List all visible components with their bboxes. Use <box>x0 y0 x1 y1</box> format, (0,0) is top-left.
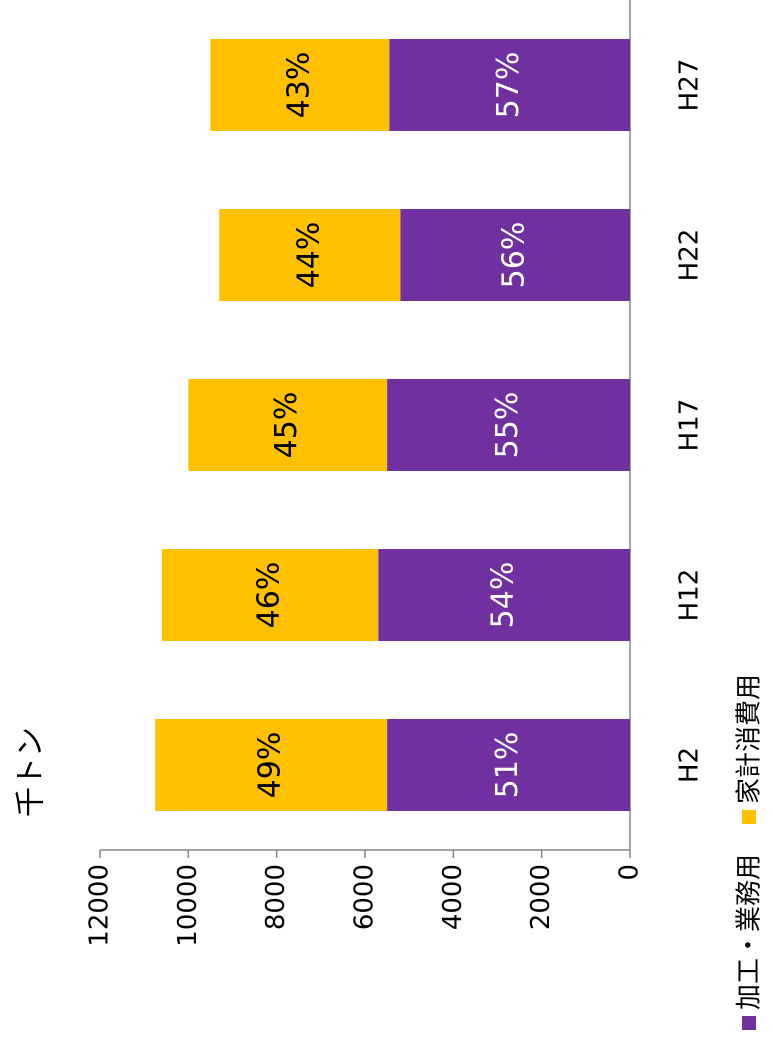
bar-segment <box>400 209 631 301</box>
legend-swatch <box>742 809 756 824</box>
chart-title: 千トン <box>14 727 49 817</box>
bar-segment <box>210 39 390 131</box>
bar-segment <box>387 719 631 811</box>
y-tick-label: 8000 <box>261 864 291 930</box>
x-tick-label: H17 <box>675 399 705 452</box>
bar-segment <box>188 379 388 471</box>
value-label: 55% <box>490 392 525 459</box>
y-tick-label: 4000 <box>438 864 468 930</box>
bar-segment <box>378 549 630 641</box>
x-tick-label: H27 <box>675 59 705 112</box>
y-tick-label: 12000 <box>85 864 115 947</box>
y-tick-label: 2000 <box>526 864 556 930</box>
bar-segment <box>161 549 379 641</box>
y-tick-label: 10000 <box>173 864 203 947</box>
y-tick-label: 6000 <box>350 864 380 930</box>
legend-swatch <box>742 1016 756 1030</box>
bar-segment <box>387 379 631 471</box>
x-tick-label: H22 <box>675 229 705 282</box>
value-label: 56% <box>497 222 532 289</box>
legend-label: 家計消費用 <box>735 674 765 804</box>
value-label: 45% <box>269 392 304 459</box>
x-tick-label: H12 <box>675 569 705 622</box>
x-tick-label: H2 <box>675 747 705 783</box>
plot-frame: 千トン 0 2000 4000 6000 8000 10000 12000 H2 51% 49% H… <box>14 0 765 1030</box>
value-label: 54% <box>486 562 521 629</box>
bar-segment <box>389 39 630 131</box>
value-label: 57% <box>491 52 526 119</box>
y-tick-label: 0 <box>615 864 645 881</box>
value-label: 46% <box>252 562 287 629</box>
value-label: 44% <box>291 222 326 289</box>
value-label: 49% <box>253 732 288 799</box>
bar-segment <box>155 719 388 811</box>
bar-segment <box>219 209 401 301</box>
legend-label: 加工・業務用 <box>735 854 765 1010</box>
value-label: 43% <box>281 52 316 119</box>
value-label: 51% <box>490 732 525 799</box>
